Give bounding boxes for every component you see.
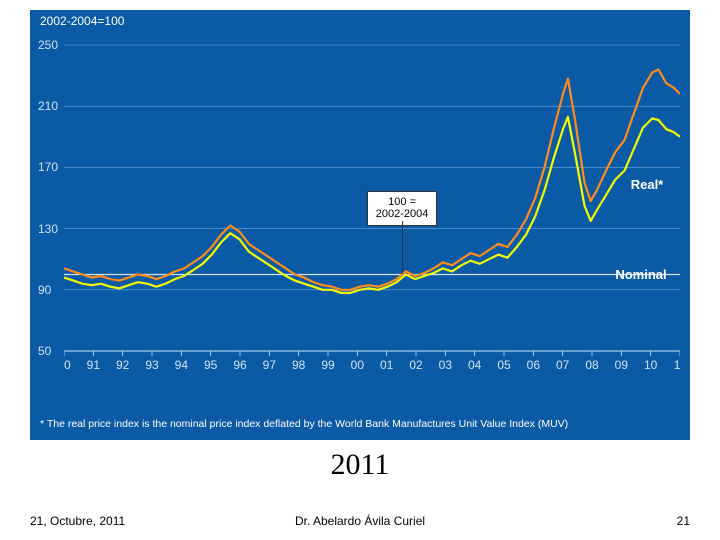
svg-text:94: 94 <box>175 358 189 372</box>
svg-text:05: 05 <box>497 358 511 372</box>
chart-background: 90 91 92 93 94 95 96 97 98 99 00 01 02 03 04 05 06 07 08 09… <box>30 32 690 440</box>
real-series-label: Real* <box>631 177 664 192</box>
svg-text:00: 00 <box>351 358 365 372</box>
callout-line2: 2002-2004 <box>376 208 429 220</box>
svg-text:08: 08 <box>585 358 599 372</box>
svg-text:96: 96 <box>233 358 247 372</box>
y-tick-label: 250 <box>38 38 58 52</box>
footer-author: Dr. Abelardo Ávila Curiel <box>0 514 720 528</box>
svg-text:97: 97 <box>263 358 277 372</box>
svg-text:90: 90 <box>64 358 71 372</box>
svg-text:06: 06 <box>527 358 541 372</box>
svg-text:02: 02 <box>409 358 423 372</box>
slide-footer: 21, Octubre, 2011 Dr. Abelardo Ávila Cur… <box>0 514 720 534</box>
svg-text:07: 07 <box>556 358 570 372</box>
svg-text:11: 11 <box>674 358 680 372</box>
svg-text:09: 09 <box>615 358 629 372</box>
svg-text:03: 03 <box>439 358 453 372</box>
svg-text:04: 04 <box>468 358 482 372</box>
callout-connector <box>402 221 403 275</box>
chart-footnote: * The real price index is the nominal pr… <box>40 418 680 430</box>
price-index-chart: 2002-2004=100 90 91 92 93 94 95 96 97 98 99 00 01 02… <box>30 10 690 440</box>
nominal-series-label: Nominal <box>615 267 666 282</box>
svg-text:93: 93 <box>145 358 159 372</box>
y-tick-label: 130 <box>38 222 58 236</box>
y-tick-label: 210 <box>38 99 58 113</box>
y-tick-label: 50 <box>38 344 51 358</box>
footer-page-number: 21 <box>677 514 690 528</box>
svg-text:92: 92 <box>116 358 130 372</box>
year-caption: 2011 <box>0 448 720 482</box>
svg-text:10: 10 <box>644 358 658 372</box>
svg-text:91: 91 <box>87 358 101 372</box>
chart-title-bar: 2002-2004=100 <box>30 10 690 32</box>
nominal-line <box>64 70 680 290</box>
svg-text:01: 01 <box>380 358 394 372</box>
svg-text:99: 99 <box>321 358 335 372</box>
y-tick-label: 170 <box>38 160 58 174</box>
callout-line1: 100 = <box>388 196 416 208</box>
svg-text:98: 98 <box>292 358 306 372</box>
y-tick-label: 90 <box>38 283 51 297</box>
svg-text:95: 95 <box>204 358 218 372</box>
